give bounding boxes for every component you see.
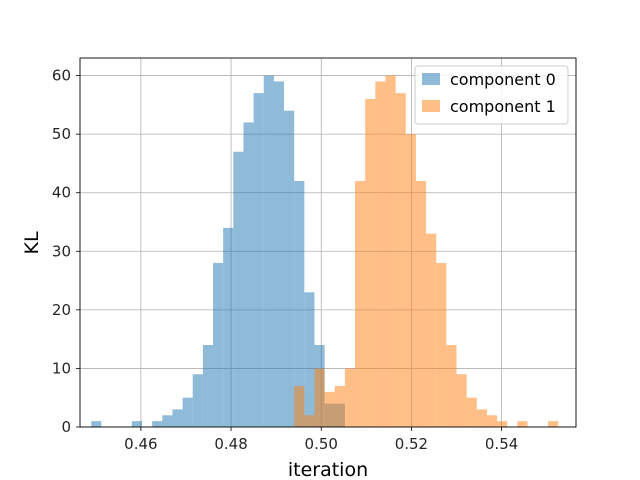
y-tick-label: 20 (52, 301, 71, 319)
histogram-bar (375, 81, 386, 427)
histogram-bar (517, 421, 528, 427)
histogram-bar (213, 263, 224, 427)
legend-label-component-1: component 1 (450, 97, 556, 116)
histogram-bar (415, 181, 427, 427)
histogram-bar (162, 415, 173, 427)
histogram-bar (456, 374, 467, 427)
histogram-bar (273, 81, 285, 427)
series-1-bars (294, 75, 559, 428)
legend-frame (414, 65, 569, 125)
histogram-bar (172, 409, 183, 427)
histogram-bar (324, 391, 335, 427)
y-tick-label: 40 (52, 184, 71, 202)
histogram-bar (314, 368, 325, 427)
y-tick-label: 60 (52, 67, 71, 85)
histogram-bar (192, 374, 203, 427)
x-axis-ticks: 0.46 0.48 0.50 0.52 0.54 (124, 427, 518, 453)
y-tick-label: 10 (52, 359, 71, 377)
histogram-bar (385, 75, 396, 428)
histogram-bar (344, 368, 356, 427)
x-tick-label: 0.52 (395, 435, 428, 453)
histogram-bar (223, 227, 234, 427)
histogram-bar (486, 415, 498, 427)
legend-swatch-component-0 (422, 73, 440, 85)
histogram-bar (243, 122, 254, 427)
y-tick-label: 30 (52, 242, 71, 260)
histogram-bar (91, 421, 102, 427)
histogram-bar (131, 421, 142, 427)
x-axis-label: iteration (288, 459, 368, 480)
x-tick-label: 0.46 (124, 435, 157, 453)
histogram-bar (253, 93, 264, 428)
y-axis-label: KL (21, 231, 43, 254)
y-tick-label: 50 (52, 125, 71, 143)
histogram-bar (304, 415, 315, 427)
histogram-bar (446, 345, 457, 427)
histogram-bar (182, 397, 193, 427)
histogram-bar (395, 93, 406, 428)
histogram-bar (426, 233, 437, 427)
histogram-bar (294, 181, 305, 427)
x-tick-label: 0.54 (485, 435, 518, 453)
histogram-bar (334, 386, 345, 427)
histogram-bar (405, 134, 416, 427)
x-tick-label: 0.50 (305, 435, 338, 453)
x-tick-label: 0.48 (214, 435, 247, 453)
histogram-bar (304, 292, 315, 427)
histogram-bar (466, 397, 477, 427)
histogram-bar (284, 110, 295, 427)
histogram-bar (294, 386, 305, 427)
y-axis-ticks: 0 10 20 30 40 50 60 (52, 67, 80, 436)
axes-frame (79, 57, 577, 428)
y-tick-label: 0 (61, 418, 71, 436)
histogram-bar (233, 151, 244, 427)
legend-swatch-component-1 (422, 100, 440, 112)
histogram-bar (476, 409, 487, 427)
histogram-bar (355, 181, 366, 427)
legend-label-component-0: component 0 (450, 70, 556, 89)
histogram-bar (548, 421, 559, 427)
histogram-bars (91, 75, 559, 428)
histogram-bar (365, 99, 376, 427)
histogram-bar (202, 345, 214, 427)
histogram-bar (263, 75, 274, 428)
histogram-bar (152, 421, 163, 427)
histogram-bar (436, 263, 447, 427)
histogram-bar (497, 421, 508, 427)
legend: component 0 component 1 (414, 65, 569, 125)
